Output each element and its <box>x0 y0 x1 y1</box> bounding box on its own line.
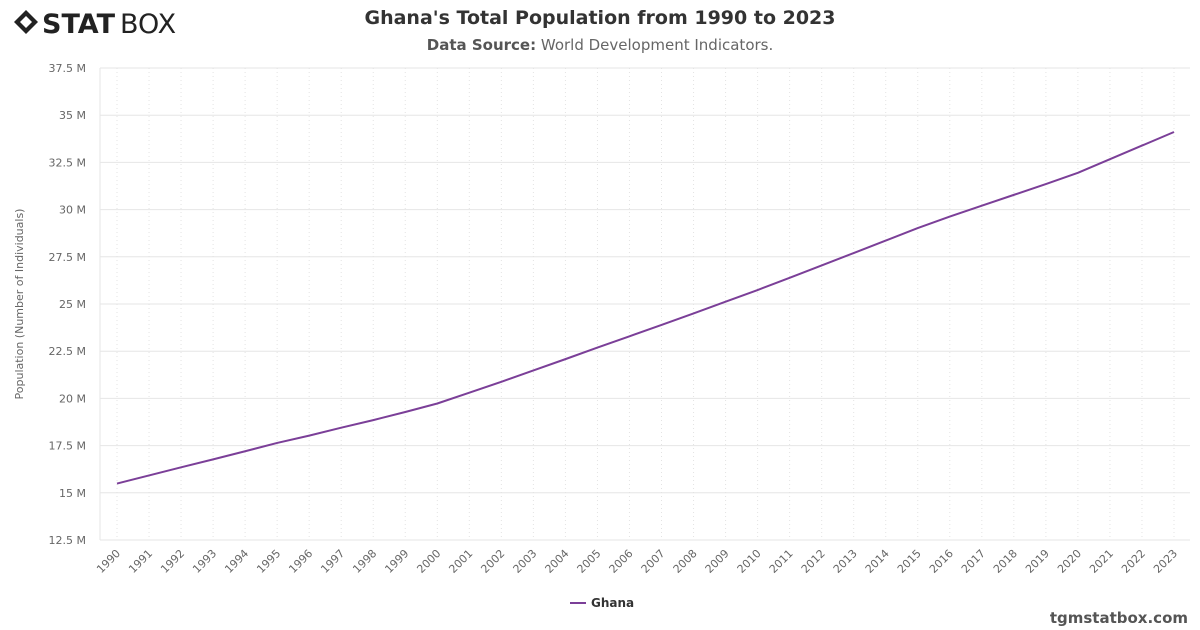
x-tick-label: 2005 <box>575 547 604 576</box>
y-tick-label: 37.5 M <box>49 62 86 75</box>
y-tick-label: 27.5 M <box>49 251 86 264</box>
x-tick-label: 2010 <box>735 547 764 576</box>
y-tick-label: 32.5 M <box>49 156 86 169</box>
y-axis-label: Population (Number of Individuals) <box>13 209 26 400</box>
x-tick-label: 2014 <box>863 547 892 576</box>
x-tick-label: 1999 <box>382 547 411 576</box>
y-tick-label: 20 M <box>59 392 86 405</box>
x-tick-label: 2016 <box>927 547 956 576</box>
footer-site: tgmstatbox.com <box>1049 609 1188 627</box>
logo-text-light: BOX <box>120 9 176 38</box>
y-tick-label: 25 M <box>59 298 86 311</box>
subtitle-value: World Development Indicators. <box>540 36 774 54</box>
legend-label: Ghana <box>591 596 634 610</box>
x-tick-label: 2001 <box>446 547 475 576</box>
statbox-logo: STAT BOX <box>12 8 182 42</box>
x-tick-label: 2021 <box>1087 547 1116 576</box>
x-tick-label: 2004 <box>543 547 572 576</box>
x-tick-label: 2015 <box>895 547 924 576</box>
x-tick-label: 2013 <box>831 547 860 576</box>
legend-item-ghana[interactable]: Ghana <box>570 596 634 610</box>
chart-subtitle: Data Source: World Development Indicator… <box>0 36 1200 54</box>
x-tick-label: 1992 <box>158 547 187 576</box>
y-tick-label: 35 M <box>59 109 86 122</box>
x-tick-label: 1997 <box>318 547 347 576</box>
logo-text-bold: STAT <box>42 9 116 38</box>
x-tick-label: 2009 <box>703 547 732 576</box>
x-tick-label: 1990 <box>94 547 123 576</box>
x-tick-label: 1993 <box>190 547 219 576</box>
y-tick-label: 30 M <box>59 204 86 217</box>
x-tick-label: 1994 <box>222 547 251 576</box>
x-tick-label: 2002 <box>478 547 507 576</box>
x-tick-label: 2023 <box>1151 547 1180 576</box>
x-tick-label: 2020 <box>1055 547 1084 576</box>
x-tick-label: 2007 <box>639 547 668 576</box>
x-tick-label: 2003 <box>511 547 540 576</box>
x-tick-label: 2017 <box>959 547 988 576</box>
x-tick-label: 2018 <box>991 547 1020 576</box>
x-tick-label: 2011 <box>767 547 796 576</box>
x-tick-label: 1996 <box>286 547 315 576</box>
x-tick-label: 2012 <box>799 547 828 576</box>
y-tick-label: 12.5 M <box>49 534 86 547</box>
diamond-logo-icon <box>14 10 38 34</box>
x-tick-label: 2006 <box>607 547 636 576</box>
x-tick-label: 2000 <box>414 547 443 576</box>
subtitle-label: Data Source: <box>426 36 537 54</box>
y-tick-label: 15 M <box>59 487 86 500</box>
y-tick-label: 17.5 M <box>49 440 86 453</box>
x-tick-label: 1998 <box>350 547 379 576</box>
x-tick-label: 1995 <box>254 547 283 576</box>
y-tick-label: 22.5 M <box>49 345 86 358</box>
x-tick-label: 2019 <box>1023 547 1052 576</box>
x-tick-label: 2022 <box>1119 547 1148 576</box>
x-tick-label: 2008 <box>671 547 700 576</box>
x-tick-label: 1991 <box>126 547 155 576</box>
chart-title: Ghana's Total Population from 1990 to 20… <box>364 7 836 29</box>
series-line-ghana <box>116 131 1175 485</box>
